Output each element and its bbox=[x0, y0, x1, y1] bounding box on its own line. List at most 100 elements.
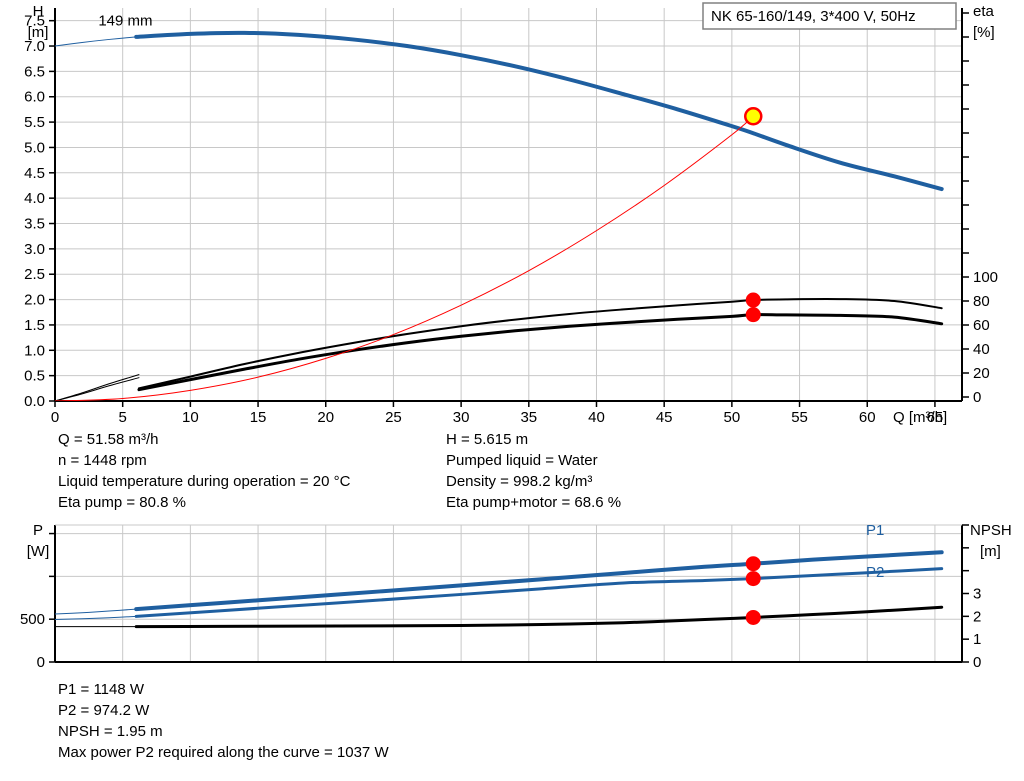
y-axis-left-tick-label: 6.0 bbox=[24, 89, 45, 106]
x-axis-tick-label: 35 bbox=[520, 409, 537, 425]
duty-point-p2[interactable] bbox=[745, 571, 761, 587]
y-axis-left-tick-label: 500 bbox=[20, 611, 45, 628]
y-axis-left-tick-label: 2.0 bbox=[24, 292, 45, 309]
x-axis-tick-label: 10 bbox=[182, 409, 199, 425]
y-axis-left-tick-label: 5.5 bbox=[24, 114, 45, 131]
info-flow-rate: Q = 51.58 m³/h bbox=[58, 431, 159, 448]
y-axis-left-unit: [m] bbox=[28, 24, 49, 41]
y-axis-right-tick-label: 20 bbox=[973, 365, 990, 382]
y-axis-left-tick-label: 2.5 bbox=[24, 266, 45, 283]
curve-duty-curve-system bbox=[55, 115, 754, 401]
y-axis-right-tick-label: 1 bbox=[973, 631, 981, 648]
grid-lines bbox=[55, 8, 962, 402]
curves bbox=[55, 550, 944, 629]
duty-point-eta-pump[interactable] bbox=[745, 292, 761, 308]
duty-point-eta-pump-motor[interactable] bbox=[745, 307, 761, 323]
head-efficiency-chart: 0.0 0.5 1.0 1.5 2.0 2.5 3.0 3.5 4.0 4.5 5.0 5.5 6.0 6… bbox=[24, 2, 998, 425]
y-axis-right-tick-label: 0 bbox=[973, 389, 981, 406]
y-axis-left-ticks: 0.0 0.5 1.0 1.5 2.0 2.5 3.0 3.5 4.0 4.5 5.0 5.5 6.0 6… bbox=[24, 13, 55, 410]
y-axis-right-tick-label: 60 bbox=[973, 317, 990, 334]
info-density: Density = 998.2 kg/m³ bbox=[446, 473, 593, 490]
curve-eta-pump bbox=[137, 297, 943, 390]
series-label-p2: P2 bbox=[866, 564, 884, 581]
y-axis-right-tick-label: 40 bbox=[973, 341, 990, 358]
y-axis-right-tick-label: 2 bbox=[973, 608, 981, 625]
info-eta-pump-motor: Eta pump+motor = 68.6 % bbox=[446, 494, 622, 511]
y-axis-left-tick-label: 7.0 bbox=[24, 38, 45, 55]
grid-lines bbox=[55, 525, 962, 663]
info-max-power: Max power P2 required along the curve = … bbox=[58, 744, 389, 761]
x-axis-tick-label: 20 bbox=[317, 409, 334, 425]
y-axis-left-ticks: 0 500 bbox=[20, 532, 55, 671]
y-axis-left-tick-label: 4.0 bbox=[24, 190, 45, 207]
y-axis-right-title: eta bbox=[973, 3, 995, 20]
info-speed: n = 1448 rpm bbox=[58, 452, 147, 469]
y-axis-right-tick-label: 100 bbox=[973, 269, 998, 286]
info-p1: P1 = 1148 W bbox=[58, 681, 145, 698]
info-head: H = 5.615 m bbox=[446, 431, 529, 448]
x-axis-tick-label: 60 bbox=[859, 409, 876, 425]
x-axis-tick-label: 50 bbox=[724, 409, 741, 425]
impeller-diameter-label: 149 mm bbox=[98, 13, 152, 30]
duty-point-npsh[interactable] bbox=[745, 609, 761, 625]
y-axis-left-tick-label: 4.5 bbox=[24, 165, 45, 182]
curve-npsh bbox=[134, 605, 944, 629]
y-axis-left-tick-label: 6.5 bbox=[24, 63, 45, 80]
curve-p2-thin-extension bbox=[55, 615, 137, 620]
info-p2: P2 = 974.2 W bbox=[58, 702, 150, 719]
power-npsh-chart: 0 500 P [W] 0 1 2 3 NPSH [m] P1 P2 bbox=[20, 522, 1012, 671]
duty-point-info-right: H = 5.615 m Pumped liquid = Water Densit… bbox=[446, 429, 621, 513]
y-axis-right-tick-label: 3 bbox=[973, 586, 981, 603]
x-axis-tick-label: 15 bbox=[250, 409, 267, 425]
y-axis-left-title: H bbox=[33, 3, 44, 20]
curve-p1 bbox=[134, 550, 944, 612]
duty-point-info-left: Q = 51.58 m³/h n = 1448 rpm Liquid tempe… bbox=[58, 429, 350, 513]
operating-point-markers bbox=[745, 556, 761, 625]
x-axis-tick-label: 45 bbox=[656, 409, 673, 425]
x-axis-tick-label: 55 bbox=[791, 409, 808, 425]
y-axis-left-tick-label: 5.0 bbox=[24, 139, 45, 156]
curve-eta-pump-thin-extension bbox=[55, 374, 140, 401]
info-pumped-liquid: Pumped liquid = Water bbox=[446, 452, 598, 469]
y-axis-left-tick-label: 3.5 bbox=[24, 216, 45, 233]
y-axis-right-unit: [m] bbox=[980, 543, 1001, 560]
y-axis-right-tick-label: 80 bbox=[973, 293, 990, 310]
x-axis-title: Q [m³/h] bbox=[893, 409, 947, 425]
y-axis-right-unit: [%] bbox=[973, 24, 995, 41]
x-axis-tick-label: 0 bbox=[51, 409, 59, 425]
y-axis-left-tick-label: 7.5 bbox=[24, 13, 45, 30]
y-axis-left-tick-label: 0.5 bbox=[24, 368, 45, 385]
duty-point-head[interactable] bbox=[744, 107, 763, 126]
x-axis-ticks: 0 5 10 15 20 25 30 35 40 45 50 55 60 65 bbox=[51, 401, 943, 425]
x-axis-tick-label: 65 bbox=[927, 409, 944, 425]
chart-title-text: NK 65-160/149, 3*400 V, 50Hz bbox=[711, 8, 916, 25]
curve-p1-thin-extension bbox=[55, 608, 137, 615]
x-axis-tick-label: 5 bbox=[119, 409, 127, 425]
y-axis-left-tick-label: 3.0 bbox=[24, 241, 45, 258]
x-axis-tick-label: 30 bbox=[453, 409, 470, 425]
curve-p2 bbox=[134, 567, 944, 618]
curve-head-curve-149-mm bbox=[134, 30, 944, 192]
axes bbox=[54, 524, 963, 663]
y-axis-left-tick-label: 0 bbox=[37, 654, 45, 671]
y-axis-left-unit: [W] bbox=[27, 543, 50, 560]
curve-head-curve-149-mm-thin-extension bbox=[55, 36, 137, 47]
operating-point-markers bbox=[744, 107, 763, 323]
axes bbox=[54, 8, 963, 402]
y-axis-right-tick-label: 0 bbox=[973, 654, 981, 671]
y-axis-right-ticks: 0 20 40 60 80 100 bbox=[962, 12, 998, 406]
y-axis-left-tick-label: 0.0 bbox=[24, 393, 45, 410]
duty-point-p1[interactable] bbox=[745, 556, 761, 572]
info-npsh: NPSH = 1.95 m bbox=[58, 723, 163, 740]
y-axis-right-title: NPSH bbox=[970, 522, 1012, 539]
curve-eta-pump-motor bbox=[137, 313, 944, 392]
y-axis-left-title: P bbox=[33, 522, 43, 539]
chart-title-box: NK 65-160/149, 3*400 V, 50Hz bbox=[702, 2, 957, 30]
y-axis-left-tick-label: 1.0 bbox=[24, 342, 45, 359]
info-eta-pump: Eta pump = 80.8 % bbox=[58, 494, 186, 511]
series-label-p1: P1 bbox=[866, 522, 884, 539]
y-axis-left-tick-label: 1.5 bbox=[24, 317, 45, 334]
y-axis-right-ticks: 0 1 2 3 bbox=[962, 524, 981, 671]
power-info-block: P1 = 1148 W P2 = 974.2 W NPSH = 1.95 m M… bbox=[58, 679, 389, 763]
